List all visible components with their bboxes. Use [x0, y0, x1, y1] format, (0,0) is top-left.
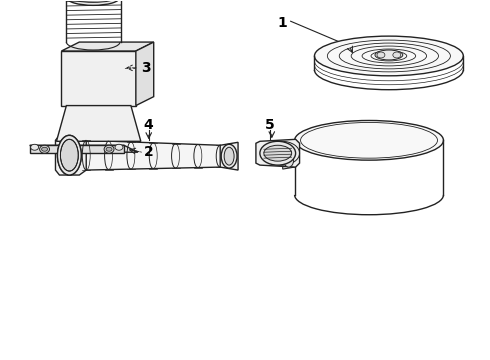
Ellipse shape	[224, 147, 234, 165]
Ellipse shape	[60, 139, 78, 171]
Ellipse shape	[115, 144, 123, 150]
Polygon shape	[30, 145, 124, 153]
Polygon shape	[256, 139, 299, 167]
Ellipse shape	[66, 0, 120, 5]
Ellipse shape	[375, 50, 403, 60]
Ellipse shape	[294, 121, 443, 160]
Polygon shape	[220, 142, 238, 170]
Polygon shape	[56, 105, 141, 141]
Text: 1: 1	[278, 16, 288, 30]
Text: 2: 2	[144, 145, 154, 159]
Ellipse shape	[42, 147, 48, 151]
Ellipse shape	[264, 145, 292, 161]
Polygon shape	[30, 145, 138, 152]
Ellipse shape	[393, 52, 401, 58]
Polygon shape	[61, 42, 154, 51]
Polygon shape	[55, 135, 86, 175]
Ellipse shape	[221, 144, 237, 168]
Text: 5: 5	[265, 118, 275, 132]
Text: 3: 3	[141, 61, 150, 75]
Ellipse shape	[260, 141, 295, 165]
Polygon shape	[61, 51, 136, 105]
Polygon shape	[283, 151, 294, 169]
Ellipse shape	[104, 145, 114, 153]
Ellipse shape	[315, 36, 464, 76]
Ellipse shape	[57, 135, 81, 175]
Ellipse shape	[40, 145, 49, 153]
Ellipse shape	[31, 144, 39, 150]
Ellipse shape	[106, 147, 112, 151]
Ellipse shape	[57, 135, 81, 175]
Ellipse shape	[377, 52, 385, 58]
Ellipse shape	[284, 153, 294, 167]
Polygon shape	[86, 140, 220, 170]
Polygon shape	[136, 42, 154, 105]
Text: 4: 4	[144, 118, 154, 132]
